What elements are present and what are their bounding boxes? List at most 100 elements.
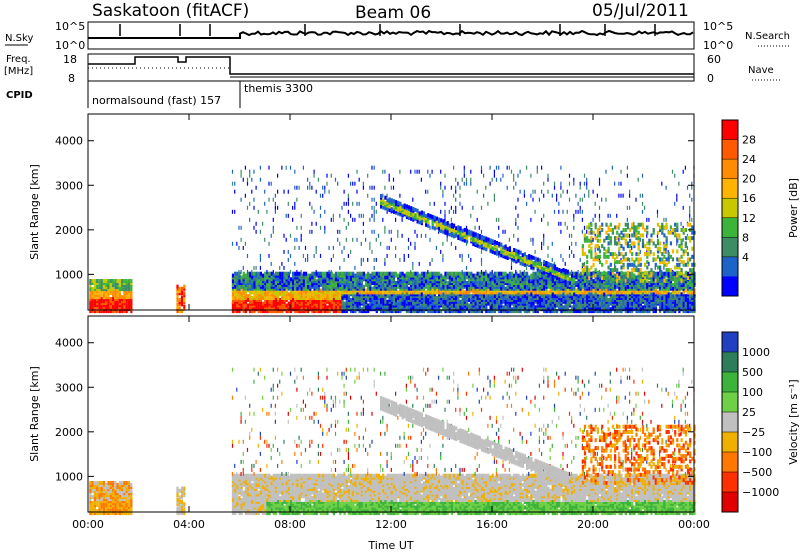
range-cell [620,230,623,235]
range-cell [470,181,472,186]
range-cell [268,253,270,258]
range-cell [343,271,346,276]
range-cell [401,275,404,280]
range-cell [592,217,594,222]
range-cell [298,245,300,250]
power-data [89,165,696,314]
range-cell [272,229,274,234]
range-cell [388,197,391,202]
range-cell [262,273,265,278]
range-cell [289,165,292,170]
range-cell [622,254,625,259]
range-cell [425,189,427,194]
range-cell [362,181,364,186]
range-cell [292,307,295,312]
range-cell [395,301,398,306]
range-cell [438,275,441,280]
range-cell [558,201,560,206]
range-cell [354,290,357,295]
range-cell [371,165,373,170]
range-cell [259,271,262,276]
range-cell [607,213,609,218]
range-cell [279,281,282,285]
range-cell [332,273,335,278]
range-cell [277,205,279,210]
range-cell [319,294,323,299]
range-cell [508,301,511,306]
range-cell [405,299,408,304]
range-cell [500,177,502,182]
range-cell [386,294,389,299]
range-cell [463,181,465,186]
range-cell [579,197,581,202]
range-cell [478,225,480,230]
range-cell [629,189,631,194]
range-cell [369,241,371,246]
range-cell [350,249,352,254]
range-cell [418,169,420,174]
range-cell [618,271,621,276]
range-cell [575,281,578,285]
range-cell [266,269,268,274]
range-cell [562,275,565,280]
range-cell [571,249,573,254]
range-cell [433,201,435,206]
range-cell [603,276,606,281]
range-cell [624,252,627,257]
range-cell [244,193,246,198]
range-cell [622,193,624,198]
range-cell [431,257,433,262]
range-cell [420,233,422,238]
range-cell [345,307,348,312]
range-cell [519,255,522,260]
range-cell [468,303,471,308]
range-cell [455,197,457,202]
range-cell [255,271,258,276]
range-cell [551,263,554,268]
range-cell [395,200,398,205]
range-cell [326,181,328,186]
range-cell [118,309,121,314]
freq-tick-top: 18 [63,53,77,66]
range-cell [242,177,244,182]
range-cell [455,271,458,276]
range-cell [238,245,240,250]
range-cell [526,201,528,206]
range-cell [631,273,634,278]
range-cell [547,307,550,312]
range-cell [446,237,448,242]
range-cell [616,225,619,230]
range-cell [495,244,499,249]
range-cell [401,284,404,289]
range-cell [583,252,587,257]
range-cell [234,271,237,276]
range-cell [493,197,495,202]
range-cell [624,257,627,262]
range-cell [352,271,355,276]
range-cell [579,299,582,304]
range-cell [433,271,436,276]
range-cell [611,228,614,232]
range-cell [242,305,245,310]
range-cell [549,297,552,302]
range-cell [598,269,601,274]
range-cell [287,271,290,276]
range-cell [598,249,602,254]
range-cell [461,253,463,258]
range-cell [446,271,449,276]
range-cell [435,271,438,276]
range-cell [176,289,179,294]
range-cell [586,265,589,270]
range-cell [298,271,301,276]
range-cell [341,249,343,254]
range-cell [457,225,460,230]
range-cell [249,173,251,178]
range-cell [547,245,549,250]
range-cell [583,225,586,230]
range-cell [455,205,457,210]
range-cell [601,303,604,308]
range-cell [598,225,602,230]
range-cell [264,296,267,300]
range-cell [465,281,469,285]
range-cell [328,309,331,314]
